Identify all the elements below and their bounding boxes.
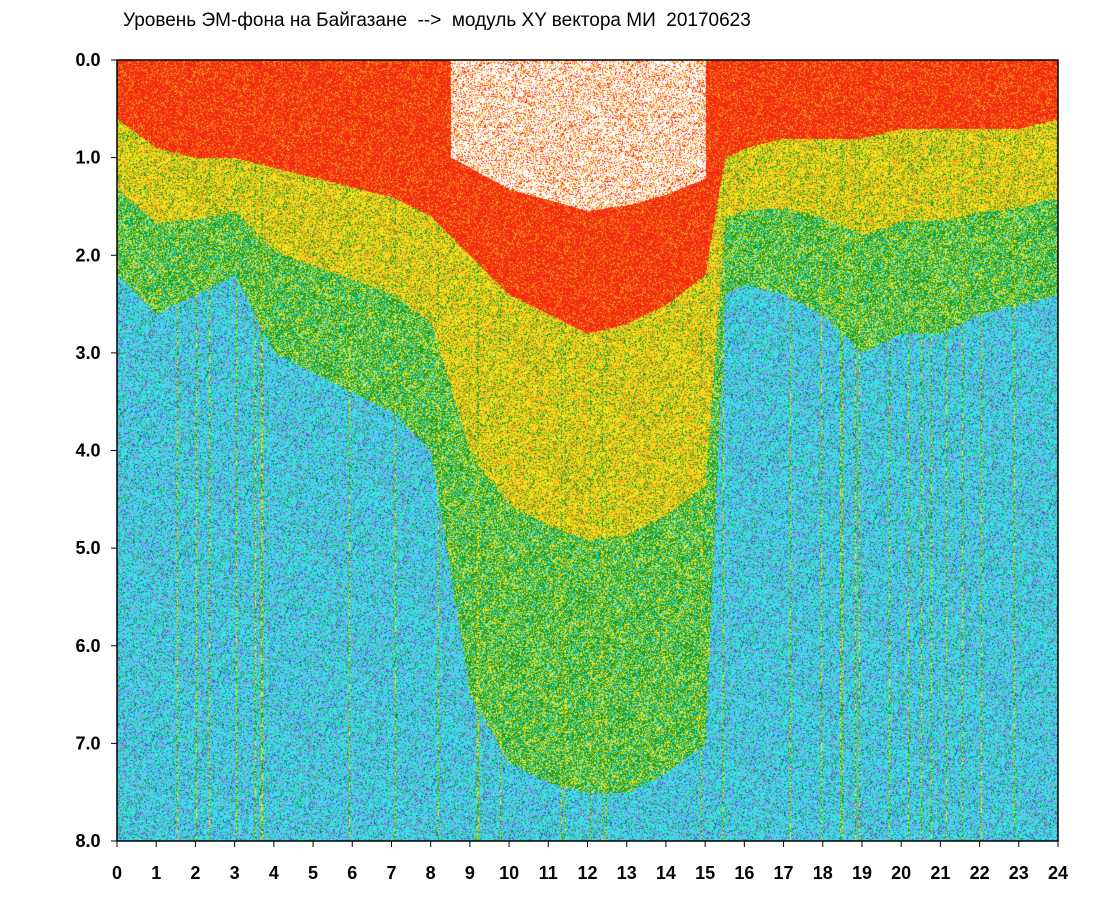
y-tick-label: 8.0	[75, 831, 100, 851]
x-tick-label: 20	[891, 863, 911, 883]
y-tick-label: 1.0	[75, 148, 100, 168]
x-tick-label: 0	[112, 863, 122, 883]
x-tick-label: 17	[774, 863, 794, 883]
x-tick-label: 11	[539, 863, 558, 883]
x-tick-label: 22	[970, 863, 990, 883]
x-tick-label: 12	[577, 863, 597, 883]
x-tick-label: 10	[499, 863, 519, 883]
x-axis: 0 1 2 3 4 5 6 7 8 9 10 11 12 13 14 15 16 17 18 19 20 21 22 23 24	[112, 841, 1068, 883]
x-tick-label: 15	[695, 863, 715, 883]
x-tick-label: 2	[190, 863, 200, 883]
y-axis: 0.0 1.0 2.0 3.0 4.0 5.0 6.0 7.0 8.0	[75, 50, 117, 851]
y-tick-label: 6.0	[75, 636, 100, 656]
x-tick-label: 18	[813, 863, 833, 883]
y-tick-label: 7.0	[75, 733, 100, 753]
y-tick-label: 3.0	[75, 343, 100, 363]
y-tick-label: 2.0	[75, 245, 100, 265]
heatmap-density-cells	[117, 60, 1058, 841]
x-tick-label: 23	[1009, 863, 1029, 883]
x-tick-label: 24	[1048, 863, 1068, 883]
x-tick-label: 7	[386, 863, 396, 883]
x-tick-label: 16	[734, 863, 754, 883]
x-tick-label: 14	[656, 863, 676, 883]
y-tick-label: 5.0	[75, 538, 100, 558]
x-tick-label: 4	[269, 863, 279, 883]
x-tick-label: 5	[308, 863, 318, 883]
heatmap-density-layer	[117, 60, 1058, 841]
y-tick-label: 4.0	[75, 441, 100, 461]
x-tick-label: 1	[151, 863, 161, 883]
x-tick-label: 21	[930, 863, 950, 883]
x-tick-label: 6	[347, 863, 357, 883]
y-tick-label: 0.0	[75, 50, 100, 70]
x-tick-label: 13	[617, 863, 637, 883]
x-tick-label: 9	[465, 863, 475, 883]
x-tick-label: 3	[230, 863, 240, 883]
x-tick-label: 8	[426, 863, 436, 883]
chart-title: Уровень ЭМ-фона на Байгазане --> модуль …	[123, 10, 751, 31]
x-tick-label: 19	[852, 863, 872, 883]
